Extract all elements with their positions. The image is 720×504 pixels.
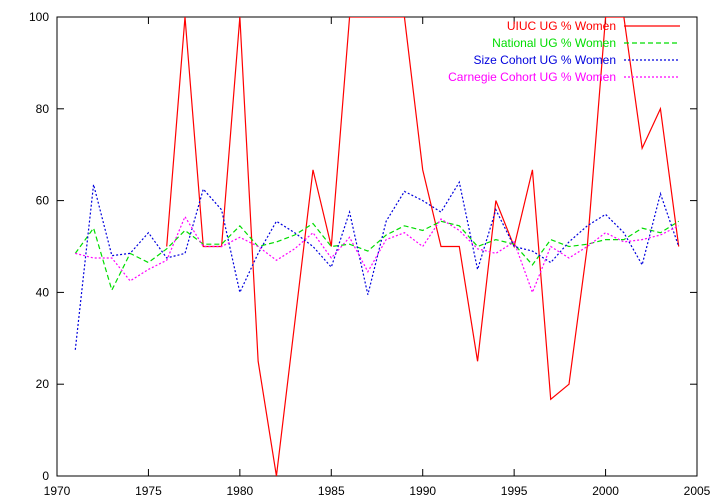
x-axis: 1970 1975 1980 1985 1990 1995 2000 2005 [44, 17, 711, 498]
x-tick-label: 1995 [501, 484, 528, 498]
y-tick-label: 0 [42, 469, 49, 483]
y-tick-label: 60 [36, 194, 50, 208]
series-line-size-cohort-ug-women [74, 180, 680, 350]
legend-label: Size Cohort UG % Women [474, 53, 617, 67]
y-tick-label: 80 [36, 102, 50, 116]
x-tick-label: 1975 [135, 484, 162, 498]
y-tick-label: 40 [36, 285, 50, 299]
x-tick-label: 2000 [592, 484, 619, 498]
legend-label: Carnegie Cohort UG % Women [448, 70, 616, 84]
legend: UIUC UG % Women National UG % Women Size C… [448, 19, 680, 84]
plot-frame [56, 16, 698, 477]
legend-label: National UG % Women [492, 36, 616, 50]
series-line-national-ug-women [74, 220, 680, 292]
x-tick-label: 1985 [318, 484, 345, 498]
x-tick-label: 2005 [684, 484, 711, 498]
y-tick-label: 100 [29, 10, 49, 24]
series-line-uiuc-ug-women [166, 17, 680, 476]
x-tick-label: 1970 [44, 484, 71, 498]
x-tick-label: 1980 [227, 484, 254, 498]
series-line-carnegie-cohort-ug-women [75, 215, 679, 295]
legend-label: UIUC UG % Women [507, 19, 616, 33]
x-tick-label: 1990 [409, 484, 436, 498]
y-tick-label: 20 [36, 377, 50, 391]
y-axis: 0 20 40 60 80 100 [29, 10, 697, 483]
series-group [74, 17, 680, 476]
